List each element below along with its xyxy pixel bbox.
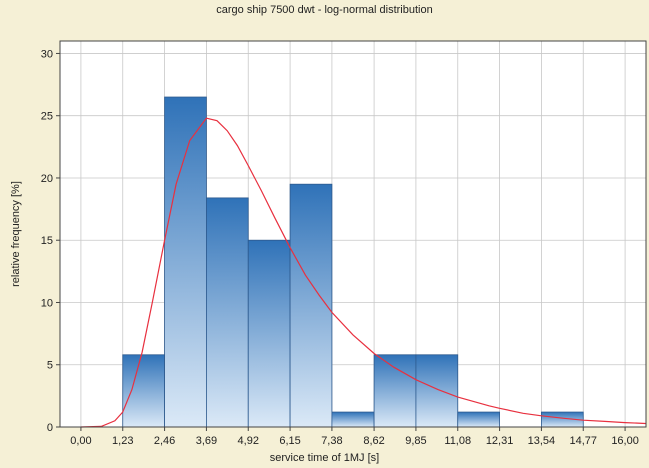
- histogram-bar: [373, 354, 417, 428]
- histogram-bar: [331, 411, 375, 428]
- x-tick-label: 1,23: [112, 435, 133, 447]
- x-tick-label: 0,00: [70, 435, 91, 447]
- x-tick-label: 8,62: [363, 435, 384, 447]
- histogram-bar: [247, 239, 291, 428]
- plot-frame: [59, 40, 647, 428]
- chart-title: cargo ship 7500 dwt - log-normal distrib…: [216, 4, 433, 16]
- x-tick-label: 7,38: [321, 435, 342, 447]
- y-tick-label: 10: [41, 297, 53, 309]
- histogram-bar: [206, 197, 249, 428]
- x-tick-label: 13,54: [528, 435, 556, 447]
- x-tick-label: 14,77: [569, 435, 597, 447]
- y-tick-label: 15: [41, 235, 53, 247]
- axis-ticks: 0 5 10 15 20 25 30 0,00 1,23 2,46 3,69 4,92 6,15 7,38…: [41, 48, 639, 447]
- histogram-bar: [457, 411, 500, 428]
- histogram-bars: [122, 96, 584, 428]
- grid-lines: [60, 41, 646, 427]
- y-tick-label: 0: [47, 422, 53, 434]
- y-tick-label: 30: [41, 48, 53, 60]
- x-tick-label: 3,69: [196, 435, 217, 447]
- y-tick-label: 25: [41, 111, 53, 123]
- x-tick-label: 9,85: [405, 435, 426, 447]
- log-normal-fit-curve: [80, 117, 646, 428]
- x-tick-label: 12,31: [486, 435, 514, 447]
- histogram-bar: [289, 183, 333, 428]
- x-tick-label: 6,15: [279, 435, 300, 447]
- x-tick-label: 16,00: [611, 435, 639, 447]
- x-tick-label: 11,08: [444, 435, 471, 447]
- y-tick-label: 20: [41, 173, 53, 185]
- x-tick-label: 4,92: [238, 435, 259, 447]
- y-tick-label: 5: [47, 360, 53, 372]
- histogram-bar: [122, 354, 165, 428]
- histogram-bar: [164, 96, 207, 428]
- x-axis-label: service time of 1MJ [s]: [269, 452, 380, 464]
- histogram-bar: [415, 354, 459, 428]
- x-tick-label: 2,46: [154, 435, 175, 447]
